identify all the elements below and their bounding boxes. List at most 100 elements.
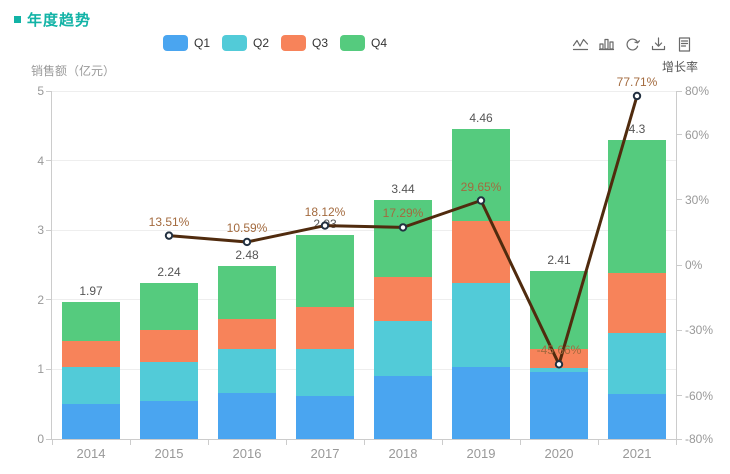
plot-area: 0 1 2 3 4 5 80% 60% 30% 0% -30% -60% -80% 2014 2015 201… (37, 75, 713, 461)
growth-rate-label: 77.71% (616, 74, 658, 89)
x-axis-label[interactable]: 2015 (154, 446, 184, 461)
right-axis-tick-label: -30% (685, 323, 714, 338)
x-axis-tick (675, 440, 677, 445)
bar-segment-q1[interactable] (62, 404, 120, 439)
bar-total-label: 3.44 (391, 181, 415, 196)
bar-segment-q3[interactable] (374, 276, 432, 322)
line-marker[interactable] (320, 221, 330, 230)
bar-segment-q1[interactable] (452, 366, 510, 439)
x-axis-label[interactable]: 2019 (466, 446, 496, 461)
bar-total-label: 1.97 (79, 283, 103, 298)
legend-item-q1[interactable]: Q1 (163, 35, 210, 51)
legend-swatch (222, 35, 248, 51)
header: 年度趋势 (14, 9, 91, 30)
x-axis-tick (363, 440, 365, 445)
bar-total-label: 4.46 (469, 110, 493, 125)
bar-segment-q2[interactable] (374, 321, 432, 377)
save-image-icon[interactable] (650, 36, 667, 53)
line-marker[interactable] (476, 196, 486, 205)
left-axis-line (51, 91, 52, 440)
grid-line (52, 90, 676, 92)
line-marker[interactable] (632, 91, 642, 101)
y-axis-tick (46, 299, 51, 301)
right-axis-tick (677, 134, 682, 135)
bar-segment-q4[interactable] (608, 139, 666, 273)
line-marker[interactable] (554, 360, 564, 369)
legend-item-q3[interactable]: Q3 (281, 35, 328, 51)
x-axis-label[interactable]: 2017 (310, 446, 340, 461)
left-axis-name: 销售额（亿元） (31, 64, 116, 78)
bar-total-label: 2.24 (157, 265, 181, 280)
x-axis-label[interactable]: 2018 (388, 446, 418, 461)
legend-swatch (340, 35, 366, 51)
bar-segment-q3[interactable] (62, 340, 120, 368)
legend-item-q2[interactable]: Q2 (222, 35, 269, 51)
bar-segment-q1[interactable] (530, 372, 588, 439)
x-axis-label[interactable]: 2016 (232, 446, 262, 461)
y-axis-tick (46, 90, 51, 92)
bar-segment-q1[interactable] (296, 395, 354, 439)
bar-segment-q4[interactable] (530, 271, 588, 350)
bar-segment-q2[interactable] (530, 368, 588, 373)
bar-segment-q1[interactable] (218, 393, 276, 439)
x-axis-label[interactable]: 2021 (622, 446, 652, 461)
bar-segment-q1[interactable] (374, 376, 432, 439)
right-axis-tick (677, 395, 682, 396)
growth-rate-label: 18.12% (304, 204, 346, 219)
growth-rate-label: 29.65% (460, 179, 502, 194)
bar-segment-q2[interactable] (608, 332, 666, 395)
bar-total-label: 2.41 (547, 253, 571, 268)
data-view-icon[interactable] (676, 36, 693, 53)
bar-segment-q4[interactable] (296, 235, 354, 308)
legend-label: Q3 (312, 36, 329, 50)
grid-line (52, 229, 676, 231)
page-title: 年度趋势 (27, 12, 92, 29)
x-axis-label[interactable]: 2014 (76, 446, 106, 461)
legend-item-q4[interactable]: Q4 (340, 35, 387, 51)
restore-icon[interactable] (624, 36, 641, 53)
x-axis-label[interactable]: 2020 (544, 446, 574, 461)
bar-segment-q3[interactable] (140, 330, 198, 363)
bar-segment-q2[interactable] (296, 348, 354, 396)
legend-label: Q2 (253, 36, 270, 50)
right-axis-tick-label: 80% (685, 84, 710, 98)
growth-rate-label: 17.29% (382, 206, 424, 221)
bar-total-label: 4.3 (628, 121, 646, 136)
right-axis-tick-label: -60% (685, 388, 714, 403)
bar-segment-q3[interactable] (608, 272, 666, 333)
bar-segment-q2[interactable] (218, 349, 276, 394)
line-marker[interactable] (242, 237, 252, 247)
y-axis-tick (46, 368, 51, 370)
right-axis-line (676, 91, 677, 440)
y-axis-tick (46, 160, 51, 162)
legend-swatch (281, 35, 307, 51)
x-axis-tick (285, 440, 287, 445)
bar-segment-q4[interactable] (140, 283, 198, 331)
y-axis-tick (46, 438, 51, 440)
bar-segment-q4[interactable] (218, 266, 276, 320)
bar-segment-q1[interactable] (608, 394, 666, 439)
line-chart-icon[interactable] (572, 36, 589, 53)
right-axis-tick (677, 199, 682, 201)
bar-segment-q4[interactable] (62, 301, 120, 341)
x-axis-tick (129, 440, 131, 445)
grid-line (52, 160, 676, 162)
bar-segment-q3[interactable] (296, 307, 354, 349)
title-bullet-icon (14, 16, 21, 23)
bar-chart-icon[interactable] (598, 36, 615, 53)
right-axis-tick-label: 30% (685, 192, 710, 207)
bar-segment-q1[interactable] (140, 401, 198, 439)
x-axis-tick (441, 440, 443, 445)
line-marker[interactable] (164, 231, 174, 240)
bar-segment-q4[interactable] (452, 128, 510, 222)
line-marker[interactable] (398, 223, 408, 232)
bar-segment-q3[interactable] (452, 221, 510, 284)
bar-segment-q2[interactable] (62, 367, 120, 405)
right-axis-tick (677, 90, 682, 92)
legend: Q1 Q2 Q3 Q4 (163, 35, 387, 51)
bar-segment-q3[interactable] (218, 319, 276, 350)
y-axis-tick-label: 1 (37, 362, 44, 377)
grid-line (52, 368, 676, 370)
bar-segment-q2[interactable] (140, 362, 198, 402)
bar-segment-q2[interactable] (452, 283, 510, 367)
